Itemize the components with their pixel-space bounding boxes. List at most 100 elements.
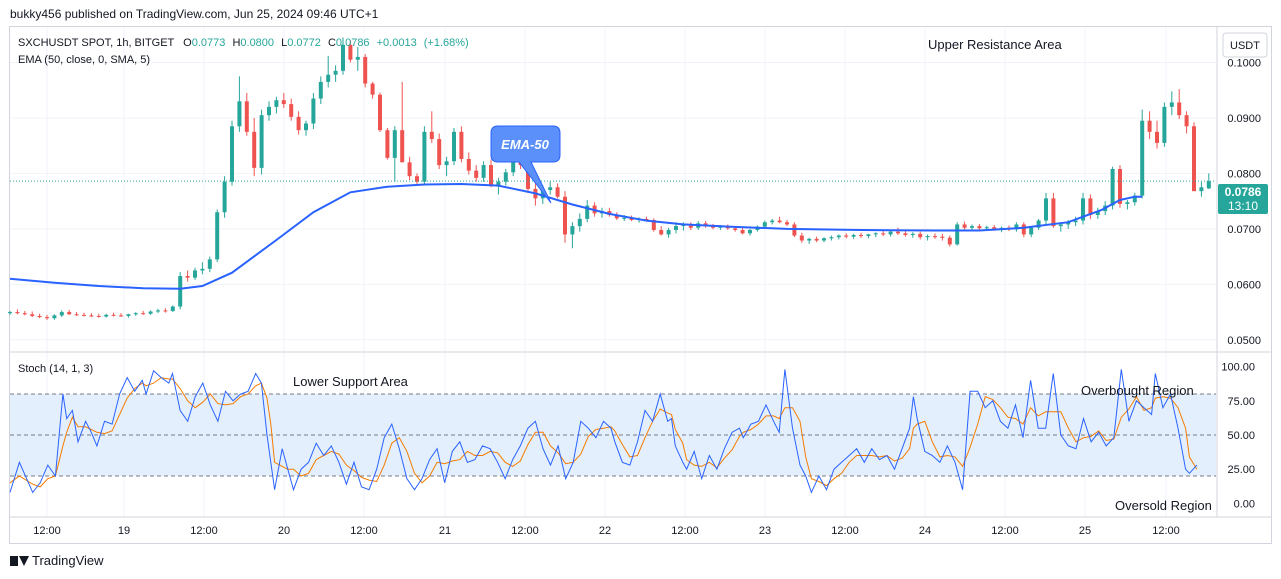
- candle: [489, 159, 493, 188]
- candle-body: [259, 115, 264, 168]
- candle: [170, 305, 175, 313]
- candle-body: [555, 187, 560, 197]
- candle: [903, 231, 908, 237]
- candle: [96, 313, 101, 318]
- candle-body: [244, 101, 249, 132]
- candle: [607, 207, 612, 217]
- candle: [215, 209, 220, 263]
- candle-body: [651, 220, 656, 230]
- candle-body: [326, 74, 331, 82]
- candle: [1021, 222, 1026, 238]
- candle-body: [1199, 187, 1204, 192]
- candle: [8, 310, 12, 315]
- candle-body: [133, 313, 138, 315]
- candle-body: [1125, 202, 1130, 204]
- candle: [111, 312, 116, 317]
- candle: [659, 226, 664, 236]
- candle-body: [881, 233, 886, 235]
- candles: [8, 37, 1211, 320]
- candle: [45, 314, 49, 320]
- candle-body: [947, 237, 952, 245]
- candle-body: [230, 126, 234, 182]
- candle-body: [156, 310, 160, 312]
- candle: [415, 173, 419, 186]
- candle: [814, 236, 819, 243]
- candle-body: [688, 224, 693, 228]
- candle-body: [141, 313, 146, 315]
- change-value: +0.0013: [377, 37, 417, 49]
- candle-body: [903, 233, 908, 235]
- candle-body: [503, 172, 508, 182]
- currency-button-label[interactable]: USDT: [1230, 40, 1260, 52]
- candle-body: [1155, 131, 1159, 143]
- candle: [363, 54, 368, 88]
- price-tick-label: 0.0900: [1227, 113, 1261, 125]
- x-tick-label: 23: [759, 525, 771, 537]
- x-tick-label: 12:00: [831, 525, 859, 537]
- stoch-k-line: [9, 369, 1198, 494]
- x-tick-label: 22: [599, 525, 611, 537]
- candle: [207, 256, 212, 273]
- candle-body: [844, 235, 849, 237]
- candle: [326, 55, 331, 88]
- x-tick-label: 19: [118, 525, 130, 537]
- change-pct: (+1.68%): [424, 37, 469, 49]
- candle: [940, 233, 945, 241]
- candle: [851, 233, 856, 239]
- symbol-legend: SXCHUSDT SPOT, 1h, BITGET O0.0773 H0.080…: [18, 37, 469, 49]
- x-tick-label: 21: [439, 525, 451, 537]
- candle: [156, 308, 160, 314]
- candle-body: [466, 158, 471, 171]
- candle: [799, 232, 804, 243]
- candle-body: [770, 220, 775, 223]
- candle-body: [82, 314, 86, 316]
- candle: [844, 233, 849, 239]
- candle: [119, 313, 123, 318]
- candle-body: [348, 44, 353, 60]
- candle: [977, 223, 982, 230]
- candle-body: [962, 224, 967, 228]
- candle-body: [437, 139, 442, 166]
- candle: [133, 312, 138, 316]
- candle-body: [459, 131, 464, 159]
- symbol-title: SXCHUSDT SPOT, 1h, BITGET: [18, 37, 175, 49]
- candle: [947, 235, 952, 247]
- candle-body: [289, 104, 294, 117]
- candle-body: [740, 229, 745, 234]
- close-value: 0.0786: [336, 37, 370, 49]
- candle: [1110, 166, 1115, 210]
- candle: [585, 200, 590, 223]
- candle: [148, 310, 153, 315]
- candle-body: [1184, 115, 1189, 127]
- candle: [200, 262, 205, 275]
- candle: [822, 237, 826, 243]
- candle: [1199, 181, 1204, 197]
- candle: [52, 314, 57, 320]
- candle: [962, 221, 967, 230]
- candle: [1095, 207, 1100, 219]
- candle-body: [222, 181, 227, 213]
- candle: [748, 228, 752, 236]
- candle: [163, 308, 168, 313]
- candle-body: [318, 81, 323, 99]
- candle-body: [126, 314, 131, 316]
- x-tick-label: 20: [278, 525, 290, 537]
- candle-body: [859, 234, 863, 237]
- candle-body: [215, 212, 220, 260]
- candle: [777, 216, 782, 224]
- candle-body: [119, 315, 123, 317]
- candle-body: [281, 100, 286, 105]
- currency-button[interactable]: [1222, 32, 1268, 58]
- candle-body: [1066, 222, 1071, 225]
- candle-body: [422, 131, 427, 182]
- candle-body: [207, 259, 212, 269]
- price-tick-label: 0.0500: [1227, 335, 1261, 347]
- candle: [348, 40, 353, 63]
- candle-body: [836, 235, 841, 238]
- candle: [688, 222, 693, 230]
- lower-support-label: Lower Support Area: [293, 374, 409, 389]
- candle-body: [200, 268, 205, 271]
- candle: [252, 117, 257, 177]
- candle-body: [296, 116, 301, 131]
